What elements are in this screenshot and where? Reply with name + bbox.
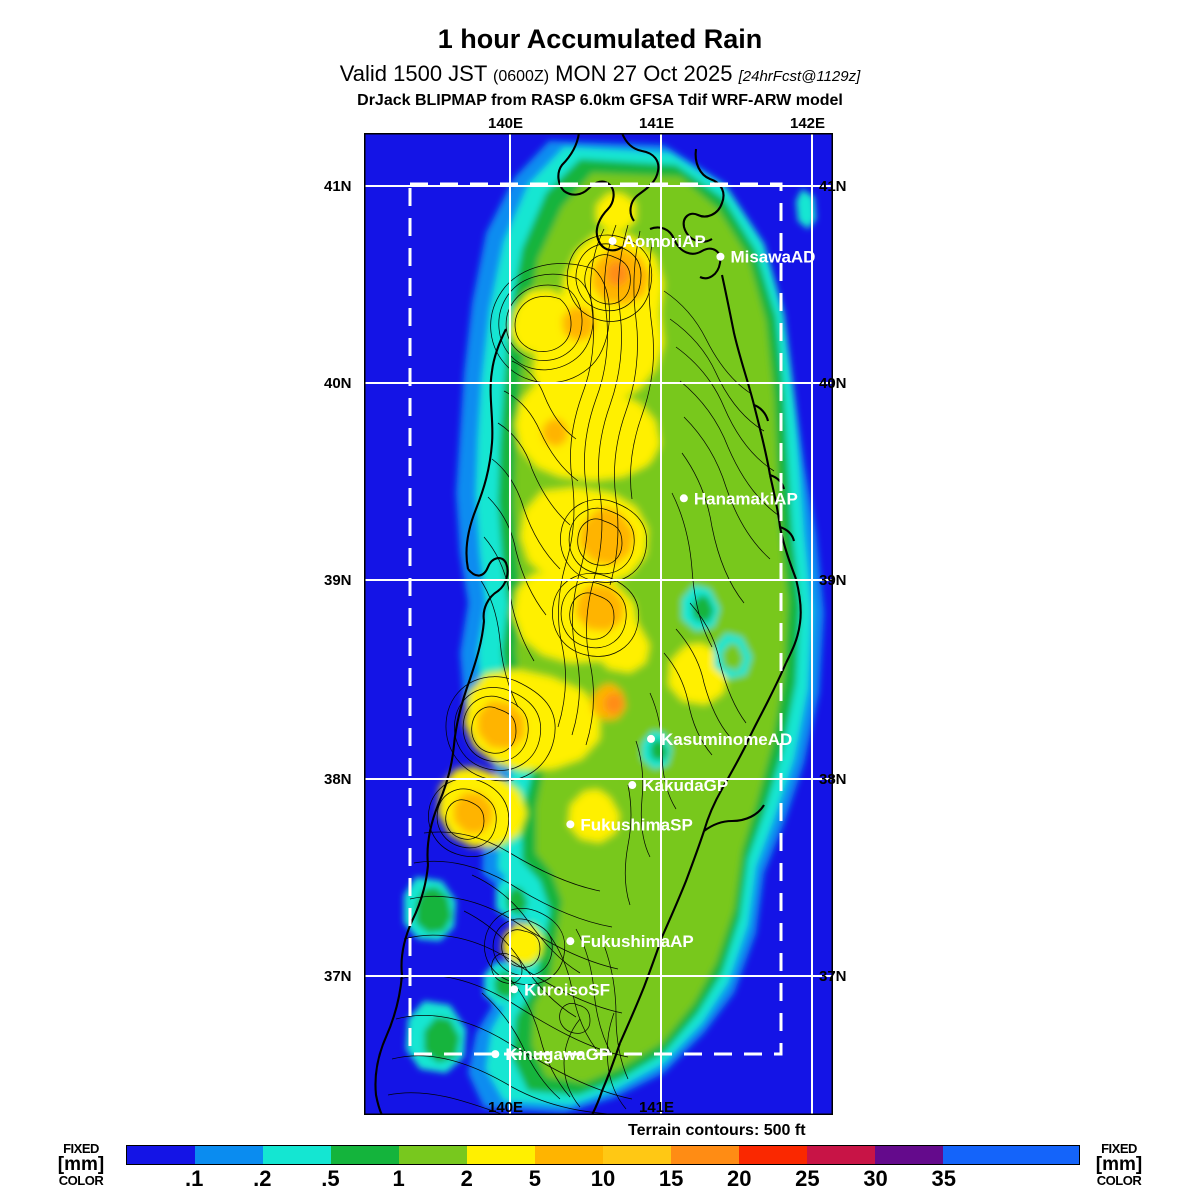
colorbar-tick-.1: .1 — [184, 1166, 204, 1191]
station-KasuminomeAD[interactable]: KasuminomeAD — [647, 730, 792, 749]
lon-label-bottom-141e: 141E — [639, 1099, 675, 1116]
station-label: MisawaAD — [730, 248, 815, 267]
station-marker-icon — [608, 237, 617, 246]
station-label: KasuminomeAD — [661, 730, 792, 749]
valid-time-prefix: Valid 1500 JST — [339, 61, 487, 86]
station-label: FukushimaAP — [580, 932, 693, 951]
colorbar-swatch-7 — [603, 1146, 671, 1164]
station-KinugawaGP[interactable]: KinugawaGP — [491, 1045, 610, 1064]
colorbar-tick-35: 35 — [931, 1166, 956, 1191]
map-canvas: AomoriAP MisawaAD HanamakiAP KasuminomeAD Ka… — [364, 133, 833, 1115]
station-AomoriAP[interactable]: AomoriAP — [608, 232, 706, 251]
forecast-tag: [24hrFcst@1129z] — [738, 68, 861, 85]
station-marker-icon — [679, 494, 688, 503]
colorbar-tick-1: 1 — [392, 1166, 405, 1191]
colorbar-swatch-2 — [263, 1146, 331, 1164]
colorbar-units-left: FIXED [mm] COLOR — [42, 1142, 120, 1187]
colorbar-swatch-12 — [943, 1146, 1011, 1164]
colorbar-tick-.5: .5 — [321, 1166, 340, 1191]
station-label: AomoriAP — [623, 232, 706, 251]
station-layer: AomoriAP MisawaAD HanamakiAP KasuminomeAD Ka… — [491, 232, 815, 1064]
weather-map[interactable]: AomoriAP MisawaAD HanamakiAP KasuminomeAD Ka… — [324, 115, 847, 1116]
station-marker-icon — [716, 252, 725, 261]
colorbar-tick-2: 2 — [460, 1166, 473, 1191]
lon-label-top-141e: 141E — [639, 115, 675, 132]
station-HanamakiAP[interactable]: HanamakiAP — [679, 489, 798, 508]
lat-label-right-40n: 40N — [819, 375, 847, 392]
lat-label-left-41n: 41N — [324, 178, 352, 195]
valid-time-line: Valid 1500 JST (0600Z) MON 27 Oct 2025 [… — [0, 61, 1200, 87]
colorbar-swatch-13 — [1011, 1146, 1079, 1164]
station-marker-icon — [628, 781, 637, 790]
colorbar-swatch-11 — [875, 1146, 943, 1164]
lon-label-bottom-140e: 140E — [488, 1099, 524, 1116]
colorbar-swatch-9 — [739, 1146, 807, 1164]
colorbar-swatch-3 — [331, 1146, 399, 1164]
colorbar-swatch-8 — [671, 1146, 739, 1164]
station-marker-icon — [566, 820, 575, 829]
colorbar-tick-5: 5 — [528, 1166, 541, 1191]
colorbar-swatch-4 — [399, 1146, 467, 1164]
lat-label-left-37n: 37N — [324, 968, 352, 985]
station-label: KuroisoSF — [524, 980, 610, 999]
map-border — [364, 133, 833, 1115]
colorbar-units-right-color: COLOR — [1096, 1173, 1142, 1188]
station-marker-icon — [491, 1050, 500, 1059]
station-label: KinugawaGP — [505, 1045, 610, 1064]
lon-label-top-142e: 142E — [790, 115, 826, 132]
lat-label-left-40n: 40N — [324, 375, 352, 392]
terrain-contours — [387, 224, 779, 1115]
station-KuroisoSF[interactable]: KuroisoSF — [510, 980, 610, 999]
colorbar-swatch-5 — [467, 1146, 535, 1164]
colorbar-swatch-1 — [195, 1146, 263, 1164]
station-MisawaAD[interactable]: MisawaAD — [716, 248, 815, 267]
colorbar-legend: FIXED [mm] COLOR .1.2.5 1 2 5 10 15 20 25 30 35 F… — [0, 1136, 1200, 1198]
subdomain-box — [408, 182, 783, 1056]
colorbar-swatch-10 — [807, 1146, 875, 1164]
colorbar-tick-labels: .1.2.5 1 2 5 10 15 20 25 30 35 — [126, 1166, 1080, 1196]
lat-lon-grid — [364, 133, 833, 1115]
colorbar-units-left-color: COLOR — [58, 1173, 104, 1188]
colorbar-units-right: FIXED [mm] COLOR — [1080, 1142, 1158, 1187]
station-marker-icon — [566, 937, 575, 946]
lat-label-left-38n: 38N — [324, 771, 352, 788]
colorbar-tick-20: 20 — [727, 1166, 752, 1191]
lat-label-right-38n: 38N — [819, 771, 847, 788]
model-description: DrJack BLIPMAP from RASP 6.0km GFSA Tdif… — [357, 92, 843, 109]
colorbar-units-right-fixed: FIXED — [1101, 1141, 1137, 1156]
colorbar-tick-.2: .2 — [253, 1166, 272, 1191]
lat-label-left-39n: 39N — [324, 572, 352, 589]
colorbar-swatches[interactable] — [126, 1145, 1080, 1165]
station-label: KakudaGP — [642, 776, 728, 795]
lat-label-right-37n: 37N — [819, 968, 847, 985]
lat-label-right-39n: 39N — [819, 572, 847, 589]
colorbar-tick-30: 30 — [863, 1166, 888, 1191]
header-block: 1 hour Accumulated Rain Valid 1500 JST (… — [0, 0, 1200, 110]
valid-time-zulu: (0600Z) — [493, 68, 550, 85]
valid-date: MON 27 Oct 2025 — [555, 61, 733, 86]
coastline — [374, 133, 802, 1115]
colorbar-swatch-0 — [127, 1146, 195, 1164]
page-title: 1 hour Accumulated Rain — [437, 24, 763, 54]
colorbar-tick-10: 10 — [590, 1166, 616, 1191]
lat-label-right-41n: 41N — [819, 178, 847, 195]
station-marker-icon — [510, 985, 519, 994]
lon-label-top-140e: 140E — [488, 115, 524, 132]
colorbar-units-left-fixed: FIXED — [63, 1141, 99, 1156]
colorbar-units-right-mm: [mm] — [1095, 1154, 1143, 1175]
colorbar-swatch-6 — [535, 1146, 603, 1164]
colorbar-tick-15: 15 — [658, 1166, 684, 1191]
colorbar-units-left-mm: [mm] — [57, 1154, 105, 1175]
colorbar-tick-25: 25 — [795, 1166, 820, 1191]
station-KakudaGP[interactable]: KakudaGP — [628, 776, 728, 795]
station-marker-icon — [647, 734, 656, 743]
station-label: HanamakiAP — [694, 489, 798, 508]
terrain-contour-note: Terrain contours: 500 ft — [628, 1122, 806, 1139]
precip-contour-field — [404, 141, 824, 1113]
station-FukushimaSP[interactable]: FukushimaSP — [566, 815, 693, 834]
station-label: FukushimaSP — [580, 815, 692, 834]
station-FukushimaAP[interactable]: FukushimaAP — [566, 932, 694, 951]
